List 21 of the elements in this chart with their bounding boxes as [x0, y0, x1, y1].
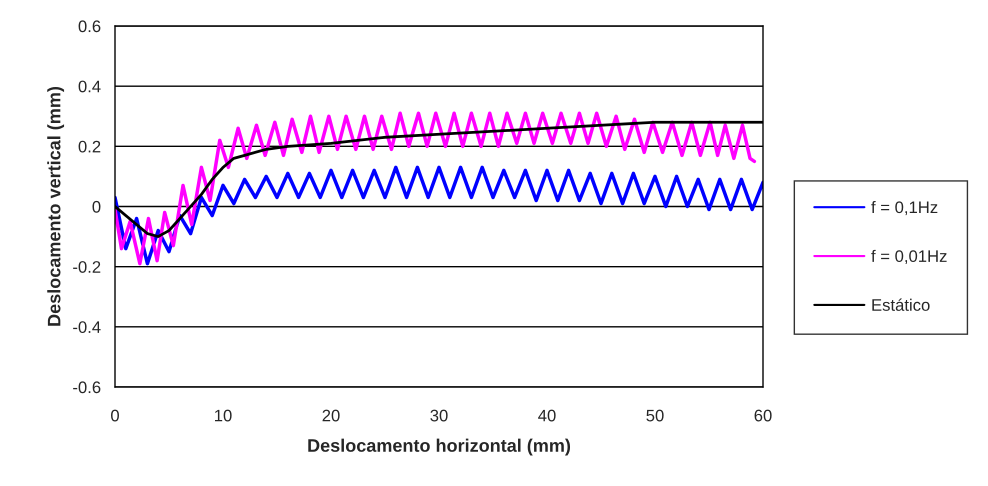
y-tick-label: 0.4	[78, 80, 101, 92]
y-tick-label: 0	[92, 200, 100, 213]
line-series	[115, 166, 763, 266]
y-tick-label: -0.4	[73, 321, 101, 334]
x-tick-label: 10	[215, 410, 232, 422]
x-tick-label: 40	[538, 410, 556, 422]
legend-label: f = 0,01Hz	[871, 250, 947, 264]
x-tick-label: 30	[430, 410, 448, 422]
x-axis-title: Deslocamento horizontal (mm)	[308, 438, 570, 456]
line-series	[115, 112, 756, 266]
x-tick-label: 50	[646, 410, 664, 422]
legend-label: Estático	[872, 298, 930, 311]
x-tick-label: 0	[111, 410, 119, 422]
x-tick-label: 60	[754, 410, 772, 422]
y-tick-label: -0.6	[73, 381, 100, 394]
legend-label: f = 0,1Hz	[871, 200, 938, 216]
x-tick-label: 20	[322, 410, 340, 422]
y-axis-title: Deslocamento vertical (mm)	[47, 86, 64, 326]
y-tick-label: -0.2	[73, 261, 100, 273]
y-tick-label: 0.6	[78, 20, 100, 32]
y-tick-label: 0.2	[78, 140, 100, 153]
